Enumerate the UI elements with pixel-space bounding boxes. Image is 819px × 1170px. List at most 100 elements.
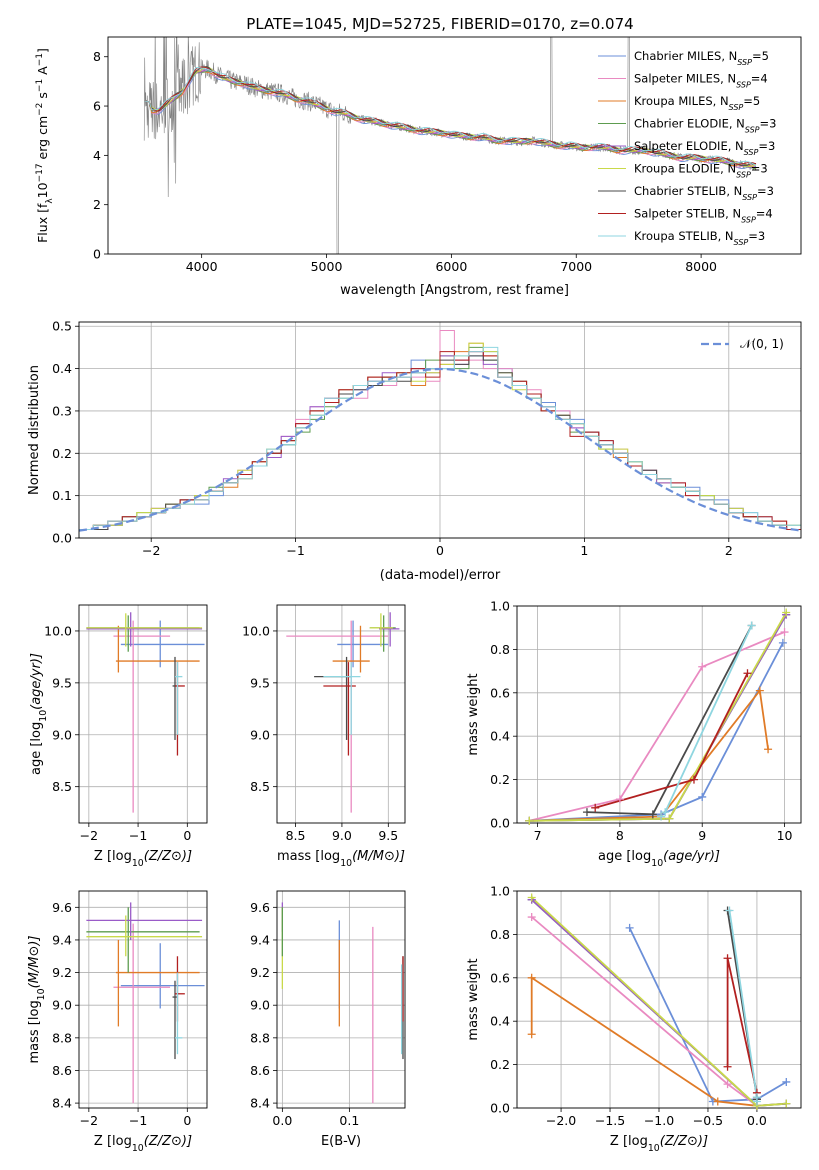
y-tick-label: 0.2 bbox=[490, 772, 510, 787]
y-tick-label: 8.5 bbox=[52, 779, 72, 794]
panel-residual-histogram: −2 −1 0 1 2 0.0 0.1 0.2 0.3 0.4 0.5 𝒩(0, 1) (data-mo… bbox=[27, 319, 802, 583]
panel-age-vs-metallicity: −2 −1 0 8.5 9.0 9.5 10.0 Z [log10(Z/Z⊙)] age [lo… bbox=[29, 604, 208, 869]
mass-weight-marker bbox=[615, 795, 624, 804]
legend-label: Salpeter ELODIE, NSSP=3 bbox=[634, 139, 775, 157]
x-axis-label: Z [log10(Z/Z⊙)] bbox=[94, 1134, 192, 1154]
mass-weight-marker bbox=[713, 1097, 722, 1106]
legend-label: Kroupa MILES, NSSP=5 bbox=[634, 94, 760, 112]
mass-weight-line bbox=[529, 631, 785, 822]
model-spectrum-line bbox=[144, 66, 756, 167]
mass-weight-marker bbox=[591, 803, 600, 812]
x-tick-label: 9.5 bbox=[378, 828, 398, 843]
x-tick-label: 8 bbox=[616, 828, 624, 843]
mass-weight-line bbox=[628, 927, 787, 1103]
y-tick-label: 1.0 bbox=[490, 599, 510, 614]
mass-weight-marker bbox=[723, 1062, 732, 1071]
x-tick-label: 7 bbox=[534, 828, 542, 843]
x-tick-label: 0.1 bbox=[339, 1113, 359, 1128]
mass-weight-marker bbox=[527, 893, 536, 902]
panel-mass-weight-vs-age: 7 8 9 10 0.0 0.2 0.4 0.6 0.8 1.0 age [log10(age/yr… bbox=[466, 599, 802, 869]
mass-weight-line bbox=[728, 910, 758, 1102]
panel-age-vs-mass: 8.5 9.0 9.5 8.5 9.0 9.5 10.0 mass [log10(M/M⊙)] bbox=[242, 604, 406, 869]
plot-area bbox=[86, 612, 205, 813]
y-tick-label: 0 bbox=[93, 247, 101, 262]
mass-weight-marker bbox=[698, 662, 707, 671]
panel-mass-vs-extinction: 0.0 0.1 8.4 8.6 8.8 9.0 9.2 9.4 9.6 E(B-V) bbox=[250, 890, 406, 1149]
y-tick-label: 8.6 bbox=[250, 1063, 270, 1078]
mass-weight-marker bbox=[661, 808, 670, 817]
x-tick-label: 1 bbox=[580, 543, 588, 558]
y-tick-label: 8.8 bbox=[250, 1030, 270, 1045]
x-tick-label: 0.0 bbox=[272, 1113, 292, 1128]
plot-area bbox=[281, 902, 404, 1104]
axes-frame bbox=[78, 604, 208, 824]
legend-label: Kroupa ELODIE, NSSP=3 bbox=[634, 162, 768, 180]
model-spectrum-line bbox=[144, 67, 757, 166]
x-tick-label: 0.0 bbox=[747, 1113, 767, 1128]
x-tick-label: −1.5 bbox=[595, 1113, 625, 1128]
y-tick-label: 10.0 bbox=[44, 623, 72, 638]
y-axis-label: Flux [fλ10−17 erg cm−2 s−1 A−1] bbox=[35, 48, 55, 243]
x-axis-label: Z [log10(Z/Z⊙)] bbox=[94, 849, 192, 869]
x-axis-label: wavelength [Angstrom, rest frame] bbox=[340, 283, 569, 298]
y-tick-label: 0.0 bbox=[490, 1101, 510, 1116]
y-tick-label: 8.5 bbox=[250, 779, 270, 794]
mass-weight-marker bbox=[723, 954, 732, 963]
x-tick-label: −2.0 bbox=[546, 1113, 576, 1128]
legend-label: Salpeter STELIB, NSSP=4 bbox=[634, 207, 773, 225]
legend-label: Chabrier MILES, NSSP=5 bbox=[634, 49, 769, 67]
legend-label: Chabrier STELIB, NSSP=3 bbox=[634, 184, 774, 202]
model-spectrum-line bbox=[144, 68, 757, 169]
y-tick-label: 8.4 bbox=[52, 1096, 72, 1111]
axes-frame bbox=[276, 890, 406, 1109]
x-tick-label: −1 bbox=[129, 1113, 147, 1128]
y-tick-label: 8.8 bbox=[52, 1030, 72, 1045]
mass-weight-marker bbox=[527, 973, 536, 982]
model-spectrum-line bbox=[144, 69, 757, 168]
model-spectrum-line bbox=[144, 66, 757, 165]
panel-mass-vs-metallicity: −2 −1 0 8.4 8.6 8.8 9.0 9.2 9.4 9.6 Z [log10(Z/Z⊙)… bbox=[27, 890, 208, 1154]
mass-weight-marker bbox=[582, 808, 591, 817]
x-tick-label: 8.5 bbox=[286, 828, 306, 843]
x-tick-label: 6000 bbox=[435, 259, 467, 274]
mass-weight-marker bbox=[743, 669, 752, 678]
mass-weight-marker bbox=[764, 745, 773, 754]
x-tick-label: 0 bbox=[436, 543, 444, 558]
mass-weight-marker bbox=[778, 638, 787, 647]
mass-weight-line bbox=[529, 688, 769, 822]
x-tick-label: 7000 bbox=[560, 259, 592, 274]
y-tick-label: 9.4 bbox=[250, 932, 270, 947]
axes-frame bbox=[276, 604, 406, 824]
axes-frame bbox=[78, 890, 208, 1109]
y-tick-label: 8.6 bbox=[52, 1063, 72, 1078]
plot-area bbox=[79, 330, 801, 538]
panel-spectrum: 4000 5000 6000 7000 8000 0 2 4 6 8 wavelength [Ang… bbox=[35, 36, 802, 298]
axes-frame bbox=[516, 605, 802, 824]
y-tick-label: 0.1 bbox=[52, 488, 72, 503]
x-tick-label: −2 bbox=[142, 543, 160, 558]
mass-weight-line bbox=[530, 976, 757, 1107]
y-tick-label: 9.0 bbox=[250, 727, 270, 742]
figure-title: PLATE=1045, MJD=52725, FIBERID=0170, z=0… bbox=[246, 15, 633, 33]
plot-area bbox=[143, 37, 757, 254]
x-axis-label: Z [log10(Z/Z⊙)] bbox=[610, 1134, 708, 1154]
mass-weight-marker bbox=[527, 1030, 536, 1039]
y-tick-label: 2 bbox=[93, 197, 101, 212]
y-axis-label: mass [log10(M/M⊙)] bbox=[27, 935, 47, 1063]
y-tick-label: 0.8 bbox=[490, 642, 510, 657]
legend-label: Chabrier ELODIE, NSSP=3 bbox=[634, 117, 776, 135]
y-tick-label: 0.2 bbox=[490, 1057, 510, 1072]
y-tick-label: 9.6 bbox=[250, 900, 270, 915]
y-tick-label: 9.2 bbox=[250, 965, 270, 980]
mass-weight-marker bbox=[725, 906, 734, 915]
y-axis-label: mass weight bbox=[466, 673, 481, 755]
panel-mass-weight-vs-metallicity: −2.0 −1.5 −1.0 −0.5 0.0 0.0 0.2 0.4 0.6 0.8 1.0 Z [… bbox=[466, 884, 802, 1154]
mass-weight-marker bbox=[747, 621, 756, 630]
mass-weight-line bbox=[531, 916, 758, 1107]
plot-area bbox=[286, 612, 400, 813]
x-tick-label: 5000 bbox=[311, 259, 343, 274]
mass-weight-line bbox=[529, 642, 784, 822]
x-tick-label: 4000 bbox=[186, 259, 218, 274]
x-tick-label: −2 bbox=[80, 1113, 98, 1128]
